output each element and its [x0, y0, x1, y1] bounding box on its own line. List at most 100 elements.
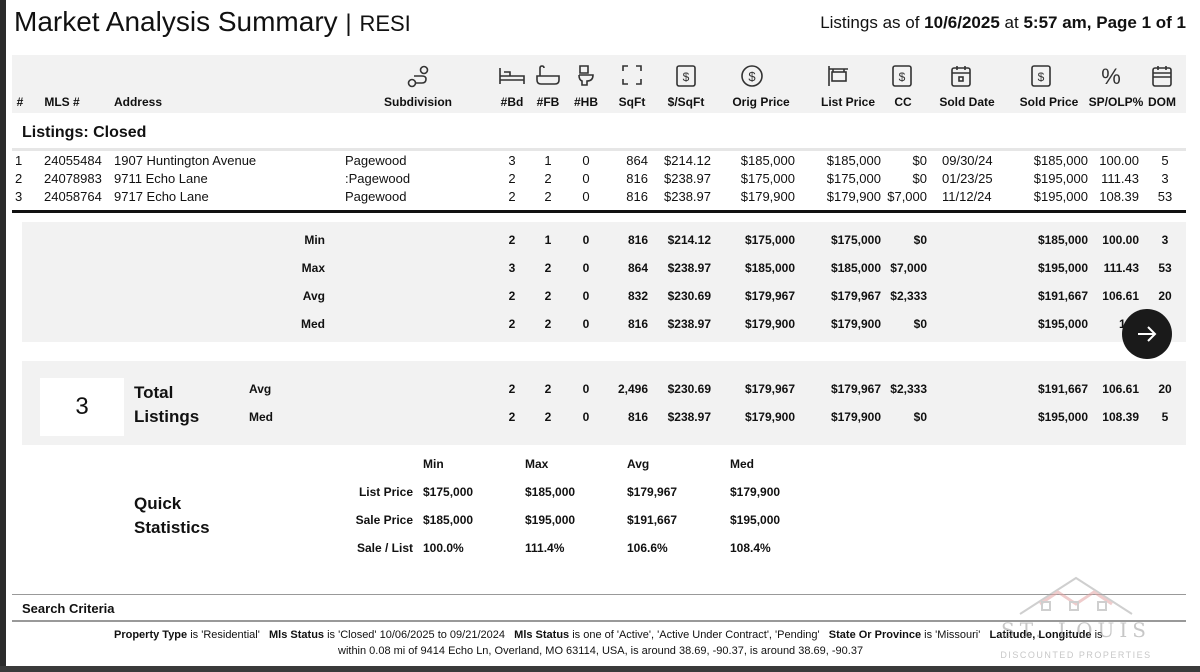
stat-dom: 53 — [1158, 261, 1172, 275]
stat-psqft: $230.69 — [667, 289, 711, 303]
svg-text:$: $ — [748, 69, 756, 84]
quick-row-label: Sale / List — [356, 541, 413, 555]
total-psqft: $238.97 — [667, 410, 711, 424]
cell-sold: $195,000 — [1033, 171, 1088, 186]
section-divider — [12, 148, 1186, 151]
cell-hb: 0 — [582, 189, 590, 204]
stat-sold: $191,667 — [1037, 289, 1088, 303]
as-of-at: at — [1004, 13, 1019, 32]
total-dom: 20 — [1158, 382, 1172, 396]
watermark-name: ST. LOUIS — [1001, 618, 1151, 642]
cell-hb: 0 — [582, 171, 590, 186]
stat-sqft: 864 — [627, 261, 648, 275]
quick-label-line1: Quick — [134, 494, 182, 513]
svg-text:%: % — [1101, 64, 1121, 88]
col-header-half-baths: #HB — [573, 95, 599, 109]
next-page-button[interactable] — [1122, 309, 1172, 359]
total-orig: $179,967 — [744, 382, 795, 396]
stat-label-max: Max — [301, 261, 325, 275]
map-pin-route-icon — [407, 65, 429, 88]
stat-sold: $195,000 — [1037, 261, 1088, 275]
criteria-value: is — [1091, 629, 1103, 641]
total-label-line2: Listings — [134, 407, 200, 426]
col-header-cc: CC — [894, 95, 912, 109]
stat-sold: $185,000 — [1037, 233, 1088, 247]
total-listings-count: 3 — [40, 378, 124, 436]
cell-num: 2 — [15, 171, 23, 186]
dollar-circle-icon: $ — [741, 65, 763, 87]
quick-row-label: List Price — [358, 485, 413, 499]
total-dom: 5 — [1161, 410, 1169, 424]
stat-hb: 0 — [582, 233, 590, 247]
listings-as-of: Listings as of 10/6/2025 at 5:57 am, Pag… — [820, 13, 1186, 33]
quick-statistics-label: Quick Statistics — [134, 492, 210, 540]
cell-num: 1 — [15, 153, 23, 168]
total-sqft: 816 — [627, 410, 648, 424]
quick-value: 108.4% — [730, 541, 771, 555]
stat-bd: 3 — [508, 261, 516, 275]
criteria-value: is 'Residential' — [187, 629, 270, 641]
quick-value: $185,000 — [423, 513, 474, 527]
calendar-icon — [951, 66, 971, 87]
report-title-text: Market Analysis Summary — [14, 6, 338, 37]
stat-fb: 2 — [544, 289, 552, 303]
property-type-label: RESI — [359, 11, 411, 36]
total-orig: $179,900 — [744, 410, 795, 424]
total-hb: 0 — [582, 410, 590, 424]
quick-value: 100.0% — [423, 541, 464, 555]
total-label-avg: Avg — [249, 382, 272, 396]
as-of-prefix: Listings as of — [820, 13, 920, 32]
cell-psqft: $238.97 — [664, 171, 711, 186]
cell-sqft: 864 — [626, 153, 648, 168]
stat-sqft: 832 — [627, 289, 648, 303]
bed-icon — [499, 68, 525, 84]
stat-dom: 20 — [1158, 289, 1172, 303]
listings-bottom-rule — [12, 210, 1186, 213]
total-ratio: 108.39 — [1102, 410, 1139, 424]
col-header-sold-price: Sold Price — [1019, 95, 1079, 109]
dollar-tag-icon: $ — [1031, 65, 1051, 87]
quick-value: 106.6% — [627, 541, 668, 555]
quick-value: $185,000 — [525, 485, 576, 499]
cell-dom: 5 — [1161, 153, 1169, 168]
col-header-sqft: SqFt — [618, 95, 646, 109]
criteria-key: State Or Province — [828, 629, 922, 641]
cell-address: 9711 Echo Lane — [114, 171, 208, 186]
stat-hb: 0 — [582, 317, 590, 331]
stat-sold: $195,000 — [1037, 317, 1088, 331]
cell-bd: 2 — [508, 171, 516, 186]
cell-dom: 53 — [1157, 189, 1173, 204]
stat-fb: 2 — [544, 317, 552, 331]
quick-value: $195,000 — [525, 513, 576, 527]
toilet-icon — [578, 65, 594, 86]
quick-header-max: Max — [525, 457, 549, 471]
section-title-closed: Listings: Closed — [22, 124, 147, 141]
criteria-value: is 'Closed' 10/06/2025 to 09/21/2024 — [324, 629, 515, 641]
total-sqft: 2,496 — [617, 382, 648, 396]
cell-ratio: 108.39 — [1099, 189, 1139, 204]
stat-orig: $179,900 — [744, 317, 795, 331]
area-icon — [622, 65, 642, 85]
svg-text:$: $ — [1038, 70, 1045, 84]
col-header-number: # — [16, 95, 24, 109]
col-header-sold-date: Sold Date — [939, 95, 995, 109]
cell-address: 9717 Echo Lane — [114, 189, 209, 204]
stat-cc: $0 — [913, 233, 927, 247]
stat-label-min: Min — [304, 233, 325, 247]
stat-list: $179,967 — [830, 289, 881, 303]
arrow-right-icon — [1138, 326, 1157, 342]
quick-value: $191,667 — [627, 513, 678, 527]
col-header-orig-price: Orig Price — [732, 95, 790, 109]
criteria-key: Latitude, Longitude — [989, 629, 1092, 641]
stat-psqft: $214.12 — [667, 233, 711, 247]
col-header-price-per-sqft: $/SqFt — [667, 95, 705, 109]
stat-orig: $175,000 — [744, 233, 795, 247]
cell-ratio: 100.00 — [1099, 153, 1139, 168]
percent-icon: % — [1101, 64, 1121, 88]
dollar-tag-icon: $ — [676, 65, 696, 87]
total-list: $179,900 — [830, 410, 881, 424]
criteria-top-rule — [12, 594, 1186, 595]
cell-orig: $175,000 — [740, 171, 795, 186]
total-listings-label: Total Listings — [134, 381, 199, 429]
stat-psqft: $238.97 — [667, 261, 711, 275]
